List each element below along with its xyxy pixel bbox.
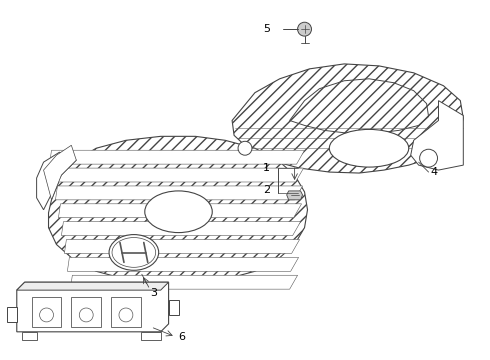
Text: 2: 2 <box>263 185 270 195</box>
Polygon shape <box>64 239 299 253</box>
Circle shape <box>119 308 133 322</box>
Text: 6: 6 <box>178 332 186 342</box>
Circle shape <box>40 308 53 322</box>
Ellipse shape <box>112 238 156 267</box>
Polygon shape <box>71 275 297 289</box>
Polygon shape <box>32 297 61 327</box>
Ellipse shape <box>109 235 159 270</box>
Polygon shape <box>7 307 17 322</box>
Circle shape <box>419 149 438 167</box>
Polygon shape <box>17 282 169 332</box>
Text: 5: 5 <box>263 24 270 34</box>
Circle shape <box>238 141 252 155</box>
Polygon shape <box>169 300 178 315</box>
Polygon shape <box>49 136 308 283</box>
Polygon shape <box>17 282 169 290</box>
Text: 3: 3 <box>150 288 157 298</box>
Polygon shape <box>52 168 303 182</box>
Text: 1: 1 <box>263 163 270 173</box>
Polygon shape <box>411 100 464 170</box>
Polygon shape <box>232 64 464 173</box>
Polygon shape <box>58 204 301 218</box>
Circle shape <box>297 22 312 36</box>
Polygon shape <box>111 297 141 327</box>
Ellipse shape <box>145 191 212 233</box>
Polygon shape <box>37 152 76 210</box>
Polygon shape <box>287 191 302 200</box>
Polygon shape <box>68 257 298 271</box>
Polygon shape <box>290 79 429 133</box>
Polygon shape <box>141 332 161 340</box>
Ellipse shape <box>329 129 409 167</box>
Polygon shape <box>44 145 76 200</box>
Polygon shape <box>61 222 300 235</box>
Circle shape <box>79 308 93 322</box>
Polygon shape <box>49 150 305 164</box>
Polygon shape <box>55 186 302 200</box>
Text: 4: 4 <box>431 167 438 177</box>
Polygon shape <box>22 332 37 340</box>
Polygon shape <box>72 297 101 327</box>
